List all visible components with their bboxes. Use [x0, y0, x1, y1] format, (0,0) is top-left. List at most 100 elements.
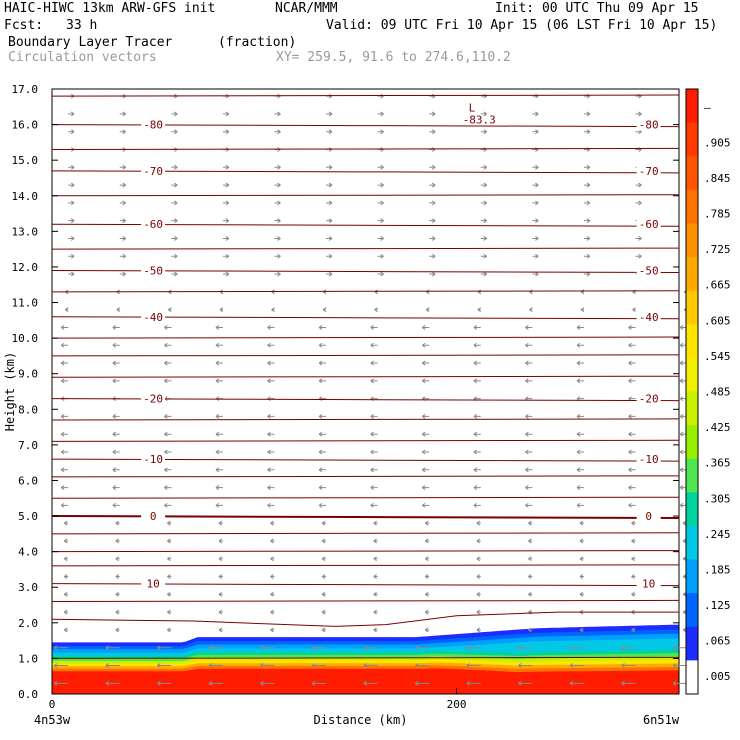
vector-arrow — [270, 591, 275, 597]
vector-arrow — [60, 431, 69, 437]
vector-arrow — [579, 574, 584, 579]
vector-arrow — [167, 538, 172, 544]
vector-arrow — [215, 449, 223, 455]
vector-arrow — [476, 574, 481, 579]
vector-arrow — [112, 342, 120, 348]
vector-arrow — [208, 680, 223, 686]
contour-line — [51, 611, 679, 627]
x-tick-label: 0 — [49, 698, 56, 711]
vector-arrow — [157, 663, 172, 668]
y-tick-label: 17.0 — [12, 83, 39, 96]
contour-label: -80 — [639, 119, 659, 132]
vector-arrow — [112, 325, 120, 330]
contour-label: -60 — [639, 218, 659, 231]
vector-arrow — [112, 449, 120, 455]
colorbar-label: .185 — [704, 563, 731, 576]
vector-arrow — [370, 342, 378, 348]
colorbar-label: .665 — [704, 279, 731, 292]
contour-label: -50 — [639, 265, 659, 278]
vector-arrow — [473, 378, 481, 384]
vector-arrow — [260, 663, 275, 668]
vector-arrow — [480, 271, 488, 277]
vector-arrow — [105, 663, 120, 668]
vector-arrow — [370, 325, 378, 330]
vector-arrow — [164, 485, 172, 491]
vector-arrow — [274, 111, 281, 117]
vector-arrow — [429, 182, 436, 188]
contour-label: 0 — [150, 510, 157, 523]
contour-label-bg — [141, 510, 166, 523]
vector-arrow — [424, 574, 430, 579]
vector-arrow — [63, 591, 69, 597]
y-tick-label: 16.0 — [12, 119, 39, 132]
vector-arrow — [318, 413, 327, 419]
vector-arrow — [528, 556, 533, 562]
colorbar-swatch — [686, 559, 698, 594]
vector-arrow — [318, 467, 327, 473]
colorbar-swatch — [686, 425, 698, 460]
vector-arrow — [473, 360, 481, 366]
vector-arrow — [270, 574, 275, 579]
temperature-contours: -80 -80 -70 -70 -60 -60 -50 -50 -40 -40 -20 -20 -10 -… — [51, 94, 680, 659]
vector-arrow — [480, 129, 488, 135]
vector-arrow — [480, 218, 488, 224]
vector-arrow — [529, 289, 533, 295]
vector-arrow — [635, 182, 642, 188]
y-tick-label: 10.0 — [12, 332, 39, 345]
vector-arrow — [164, 449, 172, 455]
vector-arrow — [421, 449, 430, 455]
contour-label-bg — [636, 218, 661, 231]
vector-arrow — [60, 360, 69, 366]
vector-arrow — [373, 609, 378, 615]
vector-arrow — [377, 200, 384, 206]
contour-label-bg — [636, 310, 661, 323]
contour-label-bg — [141, 453, 166, 466]
vector-arrow — [271, 307, 275, 313]
contour-line — [51, 336, 680, 339]
vector-arrow — [326, 164, 333, 170]
vector-arrow — [473, 467, 481, 473]
vector-arrow — [476, 609, 481, 615]
vector-arrow — [222, 164, 230, 170]
vector-arrow — [480, 111, 488, 117]
vector-arrow — [425, 307, 430, 313]
vector-arrow — [421, 467, 430, 473]
vector-arrow — [115, 556, 120, 562]
vector-arrow — [112, 378, 120, 384]
vector-arrow — [53, 645, 69, 651]
vector-arrow — [421, 342, 430, 348]
vector-arrow — [112, 485, 120, 491]
vector-arrow — [60, 449, 69, 455]
contour-label-bg — [141, 264, 166, 277]
vector-arrow — [270, 609, 275, 615]
vector-arrow — [421, 378, 430, 384]
colorbar-label: .485 — [704, 386, 731, 399]
contour-label-bg — [141, 164, 166, 177]
colorbar-swatch — [686, 290, 698, 325]
vector-arrow — [318, 485, 327, 491]
vector-arrow — [164, 467, 172, 473]
vector-arrow — [215, 431, 223, 437]
vector-arrow — [579, 627, 584, 633]
vector-arrow — [267, 467, 275, 473]
vector-arrow — [60, 485, 69, 491]
vector-arrow — [218, 609, 223, 615]
colorbar-label: .125 — [704, 599, 731, 612]
vector-arrow — [576, 360, 584, 366]
vector-arrow — [208, 663, 223, 668]
vector-arrow — [374, 289, 378, 295]
vector-arrow — [583, 253, 591, 259]
vector-arrow — [63, 538, 69, 544]
vector-arrow — [377, 218, 384, 224]
vector-arrow — [429, 129, 436, 135]
vector-arrow — [267, 485, 275, 491]
vector-arrow — [219, 307, 224, 313]
vector-arrow — [326, 111, 333, 117]
vector-arrow — [167, 591, 172, 597]
vector-arrow — [222, 182, 230, 188]
vector-arrow — [119, 164, 127, 170]
contour-label-bg — [141, 118, 166, 131]
vector-arrow — [414, 680, 430, 686]
y-tick-label: 13.0 — [12, 225, 39, 238]
y-tick-label: 2.0 — [18, 617, 38, 630]
